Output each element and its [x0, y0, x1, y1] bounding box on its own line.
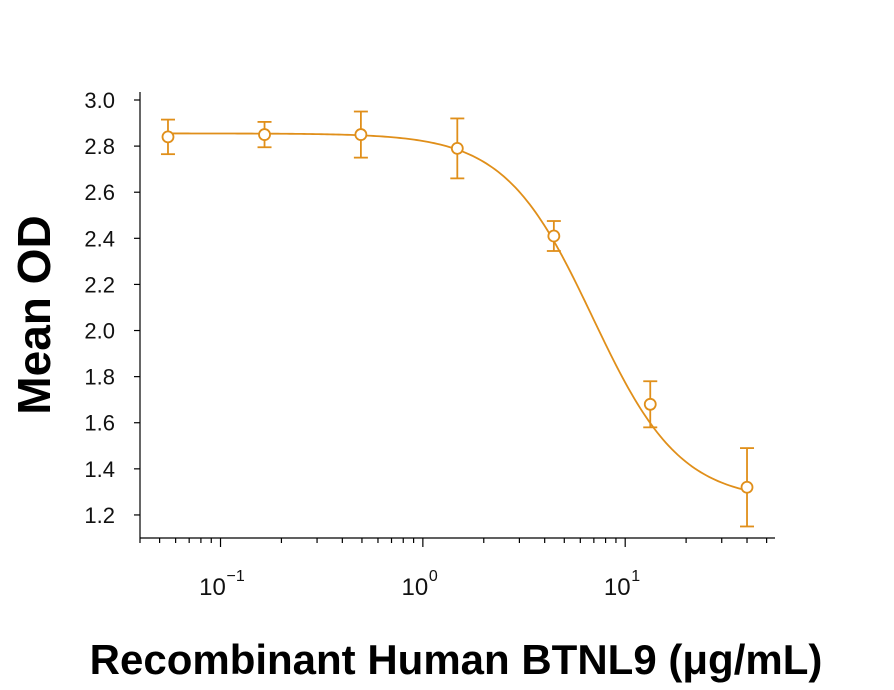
data-point [643, 397, 657, 411]
y-tick-label: 2.2 [84, 272, 115, 297]
x-tick-exponent: −1 [227, 568, 245, 585]
axes [139, 92, 775, 539]
fit-curve [167, 132, 748, 492]
x-tick-exponent: 1 [631, 568, 640, 585]
y-tick-label: 2.8 [84, 134, 115, 159]
data-point [740, 480, 754, 494]
y-tick-label: 2.6 [84, 180, 115, 205]
x-tick-label: 10 [199, 574, 226, 601]
x-tick-label: 10 [402, 574, 429, 601]
x-tick-exponent: 0 [429, 568, 438, 585]
data-point [258, 128, 271, 141]
data-points [160, 110, 755, 528]
data-point [547, 229, 561, 243]
data-point [161, 130, 175, 144]
y-tick-label: 1.4 [84, 457, 115, 482]
y-axis-label: Mean OD [8, 215, 60, 414]
y-tick-label: 2.0 [84, 319, 115, 344]
y-tick-label: 1.8 [84, 365, 115, 390]
x-ticks: 10 −1 10 0 10 1 [139, 538, 768, 601]
data-point [450, 142, 464, 155]
data-point [354, 128, 368, 141]
y-ticks: 1.2 1.4 1.6 1.8 2.0 2.2 2.4 2.6 2.8 3.0 [84, 88, 140, 528]
x-axis-label: Recombinant Human BTNL9 (μg/mL) [90, 636, 823, 683]
y-tick-label: 1.6 [84, 411, 115, 436]
y-tick-label: 2.4 [84, 226, 115, 251]
x-tick-label: 10 [604, 574, 631, 601]
y-tick-label: 3.0 [84, 88, 115, 113]
y-tick-label: 1.2 [84, 503, 115, 528]
